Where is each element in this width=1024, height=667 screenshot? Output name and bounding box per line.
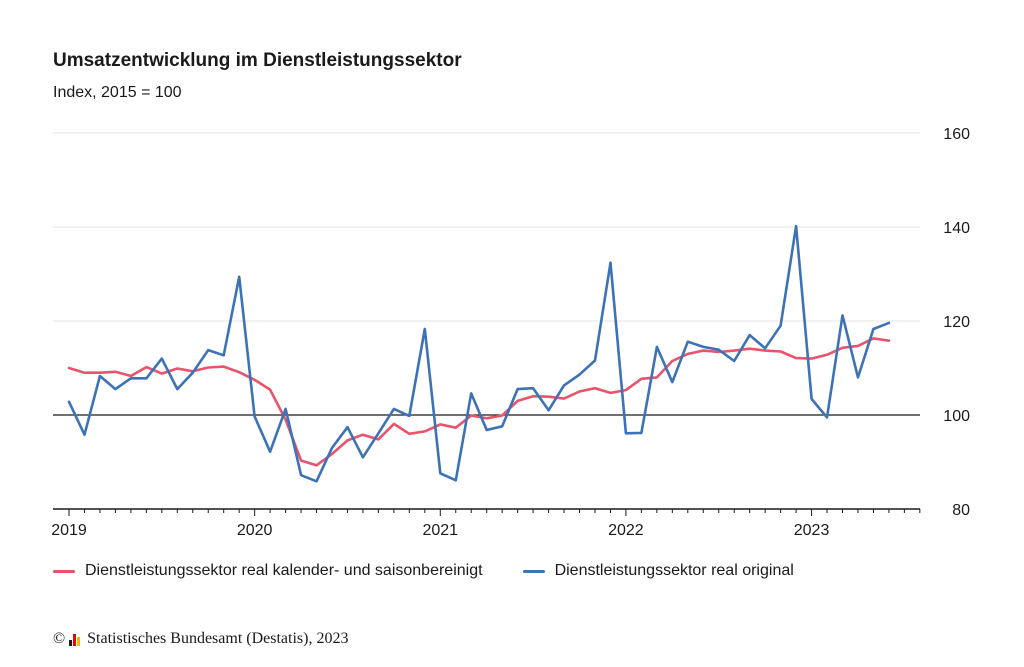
x-tick-label: 2019 (51, 522, 87, 539)
series-line-original (67, 224, 891, 483)
y-tick-label: 140 (943, 220, 970, 237)
chart-grid: 160 140 120 100 80 (53, 126, 970, 519)
y-tick-label: 160 (943, 126, 970, 143)
y-tick-label: 100 (943, 408, 970, 425)
legend-swatch-blue (522, 569, 545, 573)
chart-legend: Dienstleistungssektor real kalender- und… (53, 562, 834, 580)
x-tick-label: 2020 (237, 522, 273, 539)
legend-item-original[interactable]: Dienstleistungssektor real original (522, 562, 794, 580)
legend-label: Dienstleistungssektor real original (554, 562, 794, 579)
legend-item-seasonally-adjusted[interactable]: Dienstleistungssektor real kalender- und… (53, 562, 483, 580)
legend-swatch-red (53, 569, 75, 573)
copyright-symbol: © (53, 630, 66, 647)
y-tick-label: 80 (952, 502, 970, 519)
y-tick-label: 120 (943, 314, 970, 331)
source-text: Statistisches Bundesamt (Destatis), 2023 (87, 630, 349, 647)
series-line-seasonally-adjusted (67, 337, 891, 467)
chart-title: Umsatzentwicklung im Dienstleistungssekt… (53, 50, 462, 71)
destatis-logo-icon (69, 633, 81, 646)
chart-subtitle: Index, 2015 = 100 (53, 84, 182, 101)
x-tick-label: 2023 (794, 522, 830, 539)
chart-x-axis: 2019 2020 2021 2022 2023 (51, 509, 921, 539)
source-credit: © Statistisches Bundesamt (Destatis), 20… (53, 630, 348, 648)
chart-lines (67, 224, 891, 483)
x-tick-label: 2021 (422, 522, 458, 539)
x-tick-label: 2022 (608, 522, 644, 539)
legend-label: Dienstleistungssektor real kalender- und… (85, 562, 483, 579)
